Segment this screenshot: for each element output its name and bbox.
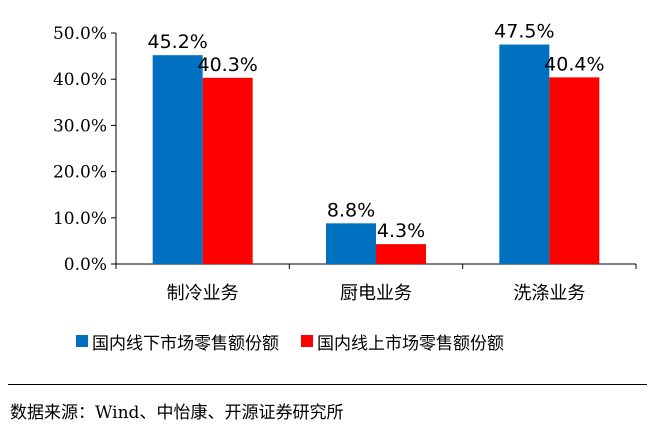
- data-label: 47.5%: [494, 21, 554, 43]
- data-label: 45.2%: [147, 31, 207, 53]
- source-note: 数据来源：Wind、中怡康、开源证券研究所: [10, 403, 344, 423]
- legend: 国内线下市场零售额份额 国内线上市场零售额份额: [76, 329, 526, 354]
- x-tick-label: 洗涤业务: [513, 283, 585, 304]
- y-axis: 0.0% 10.0% 20.0% 30.0% 40.0% 50.0%: [53, 24, 117, 275]
- x-tick-label: 制冷业务: [167, 283, 239, 304]
- y-tick-label: 10.0%: [53, 209, 107, 229]
- bar-chart: 0.0% 10.0% 20.0% 30.0% 40.0% 50.0% 制冷业务 厨电业务 洗涤…: [53, 21, 637, 304]
- x-tick-label: 厨电业务: [340, 283, 412, 304]
- data-label: 40.4%: [544, 53, 604, 75]
- legend-label-offline: 国内线下市场零售额份额: [92, 333, 279, 354]
- bar: [549, 77, 600, 265]
- y-tick-label: 50.0%: [53, 24, 107, 44]
- legend-swatch-offline: [76, 335, 88, 347]
- bar: [499, 44, 550, 264]
- data-label: 40.3%: [197, 54, 257, 76]
- y-tick-label: 20.0%: [53, 163, 107, 183]
- bars: [152, 44, 600, 265]
- bar: [376, 244, 426, 264]
- legend-item-online: 国内线上市场零售额份额: [301, 329, 504, 354]
- data-label: 4.3%: [377, 220, 425, 242]
- divider-line: [8, 384, 647, 385]
- legend-label-online: 国内线上市场零售额份额: [317, 333, 504, 354]
- data-labels: 45.2% 8.8% 47.5% 40.3% 4.3% 40.4%: [147, 21, 604, 243]
- y-tick-label: 0.0%: [64, 255, 107, 275]
- x-axis: 制冷业务 厨电业务 洗涤业务: [115, 263, 637, 304]
- bar: [202, 77, 253, 265]
- y-tick-label: 40.0%: [53, 70, 107, 90]
- bar: [326, 223, 376, 264]
- legend-swatch-online: [301, 335, 313, 347]
- bar: [152, 55, 203, 265]
- data-label: 8.8%: [327, 199, 375, 221]
- y-tick-label: 30.0%: [53, 116, 107, 136]
- legend-item-offline: 国内线下市场零售额份额: [76, 329, 279, 354]
